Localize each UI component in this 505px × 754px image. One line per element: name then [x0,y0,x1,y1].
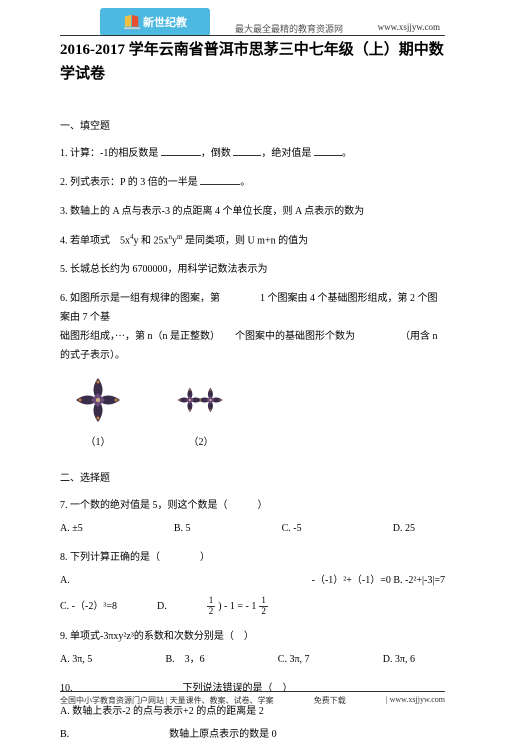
header-website: www.xsjjyw.com [378,22,440,32]
p1-label: （1） [70,434,126,452]
q7-a: A. ±5 [60,519,83,538]
q4b: y 和 25x [134,235,169,246]
q1-text: 1. 计算：-1的相反数是 [60,148,161,159]
q3: 3. 数轴上的 A 点与表示-3 的点距离 4 个单位长度，则 A 点表示的数为 [60,202,445,221]
exam-title: 2016-2017 学年云南省普洱市思茅三中七年级（上）期中数学试卷 [60,38,445,86]
q9-a: A. 3π, 5 [60,650,92,669]
q1c: ，绝对值是 [261,148,314,159]
p2-label: （2） [156,434,246,452]
section2-title: 二、选择题 [60,470,445,488]
q9-c: C. 3π, 7 [278,650,310,669]
q8-frac: 12) - 1 = - 112 [207,596,268,617]
pattern-1: （1） [70,375,126,452]
q8-ar: -（-1）²+（-1）=0 B. -2²+|-3|=7 [312,571,445,590]
q10: 10. 下列说法错误的是（ ） A. 数轴上表示-2 的点与表示+2 的点的距离… [60,679,445,744]
q5: 5. 长城总长约为 6700000，用科学记数法表示为 [60,260,445,279]
q2-text: 2. 列式表示：P 的 3 倍的一半是 [60,177,200,188]
header-divider [60,35,445,36]
blank [233,144,261,156]
q4a: 4. 若单项式 5x [60,235,130,246]
q2: 2. 列式表示：P 的 3 倍的一半是 。 [60,173,445,192]
q9: 9. 单项式-3πxy²z³的系数和次数分别是（ ） A. 3π, 5 B. 3… [60,627,445,669]
q8-c: C. -（-2）³=8 [60,597,117,616]
q10-b: B. 数轴上原点表示的数是 0 [60,725,445,744]
q9-d: D. 3π, 6 [383,650,415,669]
footer-right: | www.xsjjyw.com [386,695,445,706]
q4d: 是同类项，则 U m+n 的值为 [182,235,308,246]
book-icon [123,14,141,30]
q9-b: B. 3，6 [165,650,204,669]
footer-mid: 免费下载 [314,695,346,706]
q6: 6. 如图所示是一组有规律的图案，第 1 个图案由 4 个基础图形组成，第 2 … [60,289,445,365]
q6a: 6. 如图所示是一组有规律的图案，第 1 个图案由 4 个基础图形组成，第 2 … [60,289,445,327]
q9-choices: A. 3π, 5 B. 3，6 C. 3π, 7 D. 3π, 6 [60,650,445,669]
blank [161,144,201,156]
q8-a: A. [60,571,70,590]
q8-d: D. [157,597,167,616]
footer-left: 全国中小学教育资源门户网站 | 天量课件、教案、试卷、学案 [60,695,274,706]
header-tagline: 最大最全最精的教育资源网 [235,22,343,35]
q4: 4. 若单项式 5x4y 和 25xnym 是同类项，则 U m+n 的值为 [60,231,445,250]
q7-text: 7. 一个数的绝对值是 5，则这个数是（ ） [60,496,445,515]
q6b: 础图形组成，···，第 n（n 是正整数） 个图案中的基础图形个数为 （用含 n… [60,327,445,365]
blank [314,144,342,156]
footer-divider [60,691,445,692]
q8-text: 8. 下列计算正确的是（ ） [60,548,445,567]
header-logo: 新世纪教 [100,8,210,36]
logo-text: 新世纪教 [143,14,187,30]
blank [200,173,240,185]
q7-choices: A. ±5 B. 5 C. -5 D. 25 [60,519,445,538]
q7-c: C. -5 [282,519,302,538]
pattern-2: （2） [156,375,246,452]
q1d: 。 [342,148,352,159]
q1: 1. 计算：-1的相反数是 ，倒数 ，绝对值是 。 [60,144,445,163]
q7-b: B. 5 [174,519,191,538]
footer: 全国中小学教育资源门户网站 | 天量课件、教案、试卷、学案 免费下载 | www… [60,695,445,706]
content: 一、填空题 1. 计算：-1的相反数是 ，倒数 ，绝对值是 。 2. 列式表示：… [60,100,445,754]
q7: 7. 一个数的绝对值是 5，则这个数是（ ） A. ±5 B. 5 C. -5 … [60,496,445,538]
q7-d: D. 25 [393,519,415,538]
q9-text: 9. 单项式-3πxy²z³的系数和次数分别是（ ） [60,627,445,646]
q2b: 。 [240,177,250,188]
q8: 8. 下列计算正确的是（ ） A. -（-1）²+（-1）=0 B. -2²+|… [60,548,445,617]
q1b: ，倒数 [201,148,234,159]
section1-title: 一、填空题 [60,118,445,136]
pattern-row: （1） [70,375,445,452]
